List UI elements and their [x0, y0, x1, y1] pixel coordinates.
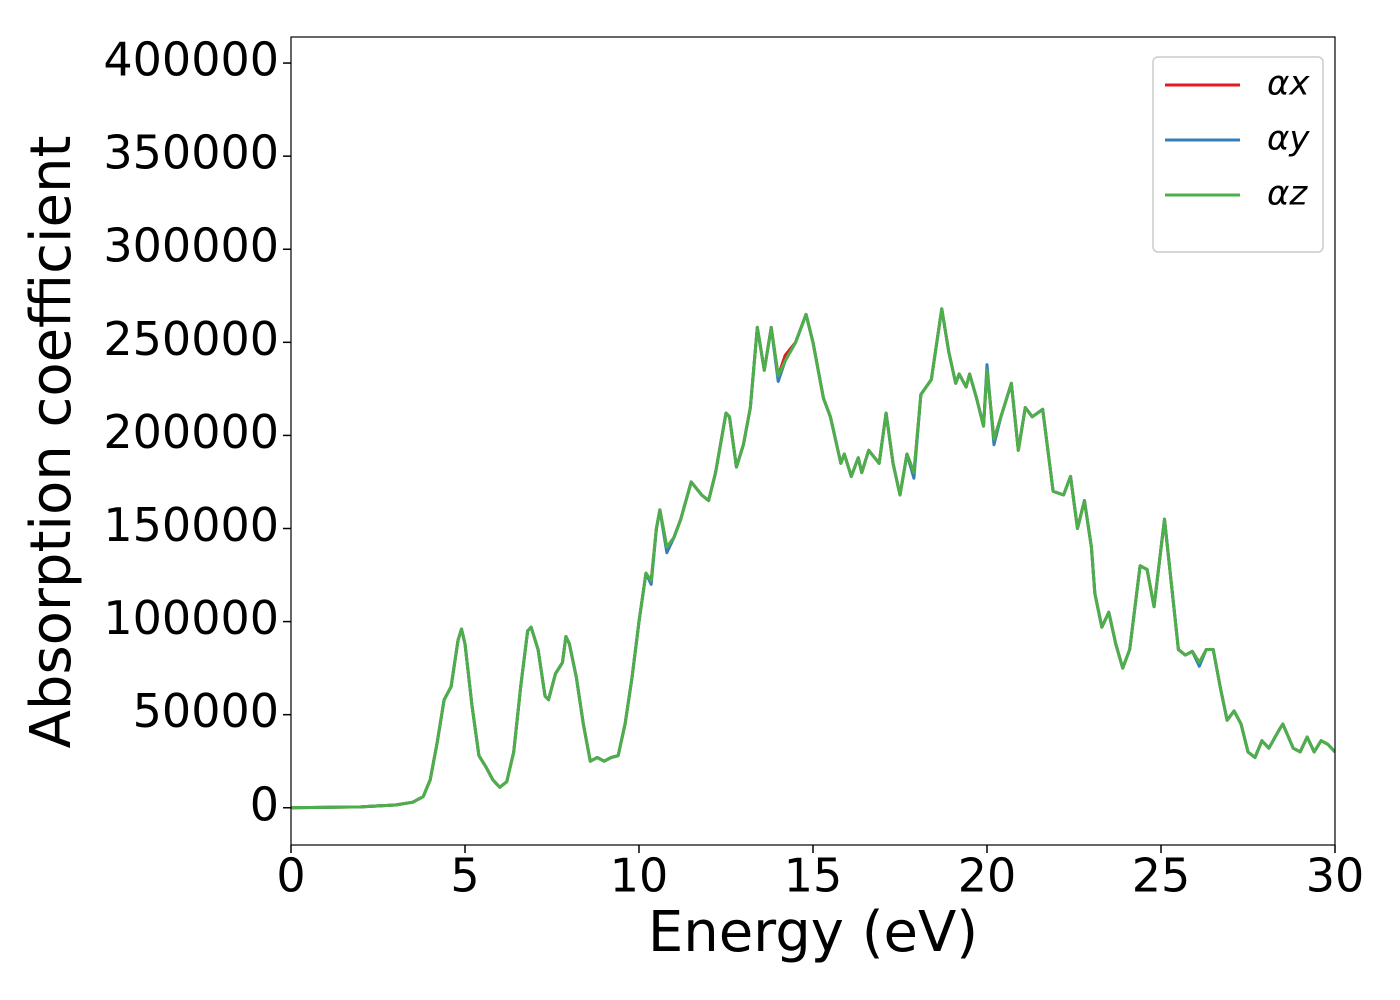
y-tick-label: 200000 — [103, 405, 279, 459]
y-tick-label: 350000 — [103, 126, 279, 180]
x-tick-label: 5 — [450, 849, 479, 903]
x-tick-label: 20 — [958, 849, 1017, 903]
y-axis-label: Absorption coefficient — [19, 136, 84, 749]
x-tick-label: 30 — [1306, 849, 1365, 903]
y-tick-label: 300000 — [103, 219, 279, 273]
y-tick-label: 400000 — [103, 33, 279, 87]
y-tick-label: 100000 — [103, 591, 279, 645]
legend-label: αy — [1267, 119, 1310, 159]
x-axis-label: Energy (eV) — [648, 900, 978, 965]
legend-box — [1152, 56, 1324, 253]
plot-frame — [290, 36, 1336, 846]
x-tick-label: 0 — [276, 849, 305, 903]
y-tick-label: 0 — [250, 777, 279, 831]
y-tick-label: 250000 — [103, 312, 279, 366]
y-tick-label: 150000 — [103, 498, 279, 552]
series-line — [291, 307, 1335, 810]
y-tick-label: 50000 — [133, 684, 279, 738]
x-tick-label: 15 — [784, 849, 843, 903]
legend-label: αx — [1267, 64, 1310, 104]
legend-label: αz — [1267, 174, 1308, 214]
x-tick-label: 10 — [610, 849, 669, 903]
x-tick-label: 25 — [1132, 849, 1191, 903]
